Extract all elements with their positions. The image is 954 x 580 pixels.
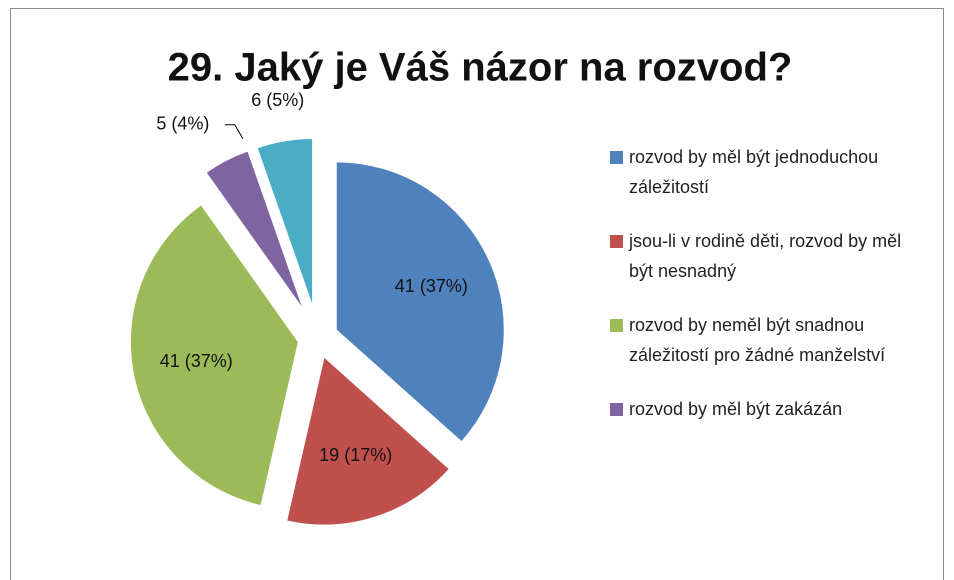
data-label: 41 (37%) (160, 351, 233, 371)
pie-slice (256, 137, 314, 307)
leader-line (224, 124, 244, 140)
chart-title: 29. Jaký je Váš názor na rozvod? (168, 46, 793, 90)
legend-swatch (610, 403, 623, 416)
legend-label: jsou-li v rodině děti, rozvod by měl být… (629, 231, 902, 281)
legend-entry: rozvod by měl být jednoduchou záležitost… (610, 142, 920, 202)
pie-slice (335, 161, 505, 443)
legend-label: rozvod by měl být jednoduchou záležitost… (629, 147, 879, 197)
legend-entry: rozvod by měl být zakázán (610, 394, 920, 424)
legend: rozvod by měl být jednoduchou záležitost… (610, 142, 920, 448)
data-label: 19 (17%) (319, 445, 392, 465)
legend-swatch (610, 235, 623, 248)
legend-entry: rozvod by neměl být snadnou záležitostí … (610, 310, 920, 370)
legend-label: rozvod by měl být zakázán (629, 399, 843, 419)
pie-slice (205, 150, 304, 310)
legend-label: rozvod by neměl být snadnou záležitostí … (629, 315, 886, 365)
data-label: 6 (5%) (251, 90, 304, 110)
pie-slice (129, 204, 299, 507)
legend-swatch (610, 319, 623, 332)
data-label: 5 (4%) (156, 114, 209, 134)
data-label: 41 (37%) (395, 276, 468, 296)
pie-slice (286, 356, 451, 526)
legend-entry: jsou-li v rodině děti, rozvod by měl být… (610, 226, 920, 286)
legend-swatch (610, 151, 623, 164)
